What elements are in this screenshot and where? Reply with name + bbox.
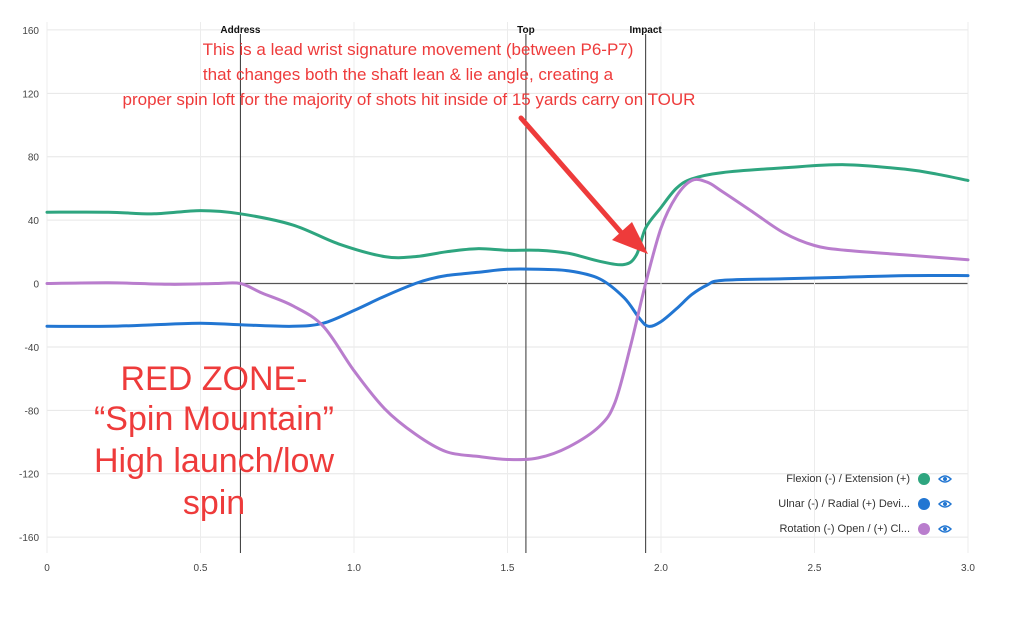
- legend-item-deviation[interactable]: Ulnar (-) / Radial (+) Devi...: [722, 491, 952, 516]
- series-line: [45, 267, 970, 328]
- eye-icon[interactable]: [938, 522, 952, 536]
- y-tick-label: 0: [33, 280, 39, 291]
- y-tick-label: -40: [25, 343, 40, 354]
- x-tick-label: 0.5: [194, 563, 208, 574]
- y-tick-label: 80: [28, 153, 40, 164]
- legend-color-dot: [918, 522, 930, 535]
- legend-color-dot: [918, 472, 930, 485]
- annotation-line: This is a lead wrist signature movement …: [203, 40, 634, 59]
- series-line: [45, 163, 970, 267]
- series-lines: [45, 163, 970, 462]
- eye-icon[interactable]: [938, 472, 952, 486]
- legend-item-flexion[interactable]: Flexion (-) / Extension (+): [722, 466, 952, 491]
- y-tick-label: -120: [19, 470, 39, 481]
- red-zone-label: RED ZONE- “Spin Mountain” High launch/lo…: [94, 360, 334, 522]
- legend-color-dot: [918, 497, 930, 510]
- red-zone-line: “Spin Mountain”: [94, 400, 334, 438]
- y-tick-label: -160: [19, 533, 39, 544]
- legend-label: Ulnar (-) / Radial (+) Devi...: [778, 497, 910, 510]
- legend-item-rotation[interactable]: Rotation (-) Open / (+) Cl...: [722, 516, 952, 541]
- x-tick-label: 3.0: [961, 563, 975, 574]
- event-label: Top: [517, 25, 535, 36]
- legend-label: Rotation (-) Open / (+) Cl...: [779, 522, 910, 535]
- x-tick-label: 2.0: [654, 563, 668, 574]
- annotation-arrow-head: [612, 222, 648, 254]
- grid: [46, 22, 969, 553]
- annotation: This is a lead wrist signature movement …: [123, 40, 696, 254]
- event-label: Address: [220, 25, 260, 36]
- annotation-arrow-shaft: [518, 115, 629, 241]
- chart-legend: Flexion (-) / Extension (+) Ulnar (-) / …: [722, 466, 952, 541]
- series-line: [45, 177, 970, 462]
- axes: 160 120 80 40 0 -40 -80 -120 -160 0 0.5 1.0 1.5 2.0 2.…: [19, 26, 975, 574]
- eye-icon[interactable]: [938, 497, 952, 511]
- red-zone-line: RED ZONE-: [121, 360, 308, 398]
- x-tick-label: 2.5: [808, 563, 822, 574]
- y-tick-label: 40: [28, 216, 40, 227]
- red-zone-line: spin: [183, 484, 245, 522]
- event-label: Impact: [630, 25, 663, 36]
- annotation-line: that changes both the shaft lean & lie a…: [203, 65, 614, 84]
- legend-label: Flexion (-) / Extension (+): [786, 472, 910, 485]
- annotation-line: proper spin loft for the majority of sho…: [123, 90, 696, 109]
- x-tick-label: 1.0: [347, 563, 361, 574]
- y-tick-label: -80: [25, 406, 40, 417]
- y-tick-label: 120: [22, 89, 39, 100]
- red-zone-line: High launch/low: [94, 442, 334, 480]
- x-tick-label: 1.5: [501, 563, 515, 574]
- y-tick-label: 160: [22, 26, 39, 37]
- x-tick-label: 0: [44, 563, 50, 574]
